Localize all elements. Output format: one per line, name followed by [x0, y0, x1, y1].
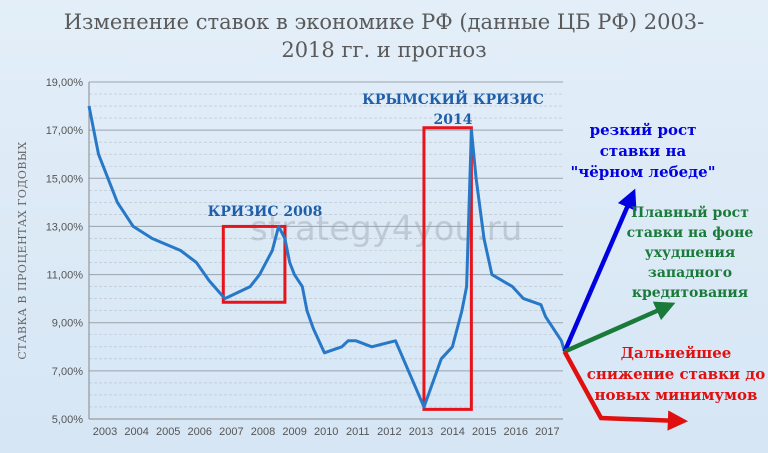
x-tick-label: 2012: [377, 426, 401, 438]
y-tick-label: 13,00%: [46, 221, 84, 233]
x-tick-label: 2011: [346, 426, 370, 438]
series-line-key-rate: [87, 105, 567, 409]
x-tick-label: 2010: [314, 426, 338, 438]
x-tick-label: 2004: [124, 426, 148, 438]
annotation-decline-line: Дальнейшее: [621, 344, 732, 362]
x-tick-label: 2003: [93, 426, 117, 438]
y-tick-label: 5,00%: [52, 414, 83, 426]
y-tick-label: 19,00%: [46, 77, 84, 89]
x-tick-label: 2013: [409, 426, 433, 438]
x-axis: 2003 2004 2005 2006 2007 2008 2009 2010 2011 2012…: [93, 426, 560, 438]
y-axis: 5,00% 7,00% 9,00% 11,00% 13,00% 15,00% 17,00% 1…: [46, 77, 84, 426]
annotation-smooth-rise-line: ухудшения: [645, 245, 736, 261]
y-tick-label: 9,00%: [52, 318, 83, 330]
forecast-arrow-smooth-rise: [563, 301, 676, 354]
annotation-crimea-crisis: КРЫМСКИЙ КРИЗИС: [362, 89, 544, 108]
watermark: strategy4you.ru: [250, 209, 522, 249]
y-tick-label: 7,00%: [52, 366, 83, 378]
chart-title-line2: 2018 гг. и прогноз: [281, 38, 487, 62]
annotation-smooth-rise-line: ставки на фоне: [627, 225, 754, 241]
x-tick-label: 2009: [282, 426, 306, 438]
x-tick-label: 2015: [472, 426, 496, 438]
annotation-smooth-rise-line: Плавный рост: [631, 204, 749, 221]
annotation-crimea-crisis-year: 2014: [434, 112, 473, 128]
grid-lines: [88, 81, 563, 420]
x-tick-label: 2014: [440, 426, 464, 438]
annotations: КРИЗИС 2008 КРЫМСКИЙ КРИЗИС 2014 резкий рос…: [208, 89, 766, 404]
annotation-sharp-rise-line: резкий рост: [590, 121, 697, 139]
annotation-sharp-rise-line: ставки на: [600, 142, 687, 160]
crisis-box-1: [221, 224, 287, 304]
annotation-crisis-2008: КРИЗИС 2008: [208, 204, 323, 220]
x-tick-label: 2006: [188, 426, 212, 438]
x-tick-label: 2005: [156, 426, 180, 438]
annotation-smooth-rise-line: кредитования: [632, 285, 748, 301]
x-tick-label: 2008: [251, 426, 275, 438]
forecast-arrows: [562, 188, 689, 431]
forecast-arrow-decline: [562, 350, 689, 431]
x-tick-label: 2017: [535, 426, 559, 438]
annotation-decline-line: новых минимумов: [595, 386, 758, 404]
crisis-box-2: [422, 126, 473, 411]
y-tick-label: 15,00%: [46, 173, 84, 185]
crisis-boxes: [221, 126, 473, 411]
y-axis-title: СТАВКА В ПРОЦЕНТАХ ГОДОВЫХ: [16, 141, 29, 359]
chart-title-line1: Изменение ставок в экономике РФ (данные …: [63, 10, 705, 34]
annotation-decline-line: снижение ставки до: [587, 365, 766, 383]
forecast-arrow-sharp-rise: [562, 188, 637, 353]
chart-title: Изменение ставок в экономике РФ (данные …: [0, 8, 768, 64]
y-tick-label: 11,00%: [47, 270, 84, 282]
x-tick-label: 2007: [219, 426, 243, 438]
annotation-sharp-rise-line: "чёрном лебеде": [570, 163, 715, 181]
y-tick-label: 17,00%: [46, 125, 84, 137]
x-tick-label: 2016: [504, 426, 528, 438]
annotation-smooth-rise-line: западного: [648, 265, 732, 281]
